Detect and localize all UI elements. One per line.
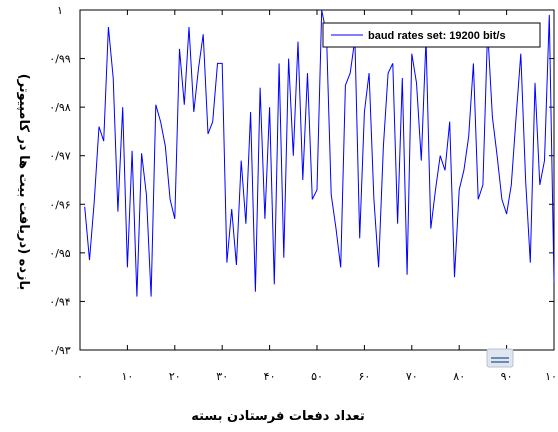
legend-label: baud rates set: 19200 bit/s [368, 30, 506, 42]
y-axis-title: بازده (دریافت بیت ها در کامپیوتر) [16, 74, 31, 291]
y-tick-label: ۰/۹۹ [49, 53, 71, 66]
x-tick-label: ۵۰ [311, 370, 323, 383]
y-tick-label: ۰/۹۸ [49, 101, 71, 114]
x-tick-label: ۹۰ [501, 370, 513, 383]
y-tick-label: ۰/۹۴ [49, 295, 71, 308]
series-layer [84, 9, 555, 297]
y-axis-ticks: ۰/۹۳ ۰/۹۴ ۰/۹۵ ۰/۹۶ ۰/۹۷ ۰/۹۸ ۰/۹۹ ۱ [49, 4, 554, 357]
x-tick-label: ۱۰۰ [545, 370, 558, 383]
x-tick-label: ۸۰ [453, 370, 465, 383]
y-tick-label: ۰/۹۷ [49, 150, 71, 163]
legend: baud rates set: 19200 bit/s [322, 22, 541, 48]
y-tick-label: ۰/۹۶ [49, 198, 70, 211]
x-tick-label: ۳۰ [216, 370, 228, 383]
scroll-thumb-icon [486, 348, 514, 368]
y-tick-label: ۱ [57, 4, 63, 17]
x-tick-label: ۷۰ [406, 370, 418, 383]
x-tick-label: ۱۰ [121, 370, 133, 383]
x-tick-label: ۲۰ [169, 370, 181, 383]
x-tick-label: ۰ [77, 370, 83, 383]
x-tick-label: ۴۰ [264, 370, 276, 383]
x-tick-label: ۶۰ [358, 370, 370, 383]
x-axis-ticks: ۰ ۱۰ ۲۰ ۳۰ ۴۰ ۵۰ ۶۰ ۷۰ ۸۰ ۹۰ ۱۰۰ [77, 10, 558, 383]
y-tick-label: ۰/۹۵ [49, 247, 71, 260]
x-axis-title: تعداد دفعات فرستادن بسته [191, 409, 365, 424]
series-line [84, 9, 555, 297]
y-tick-label: ۰/۹۳ [49, 344, 71, 357]
